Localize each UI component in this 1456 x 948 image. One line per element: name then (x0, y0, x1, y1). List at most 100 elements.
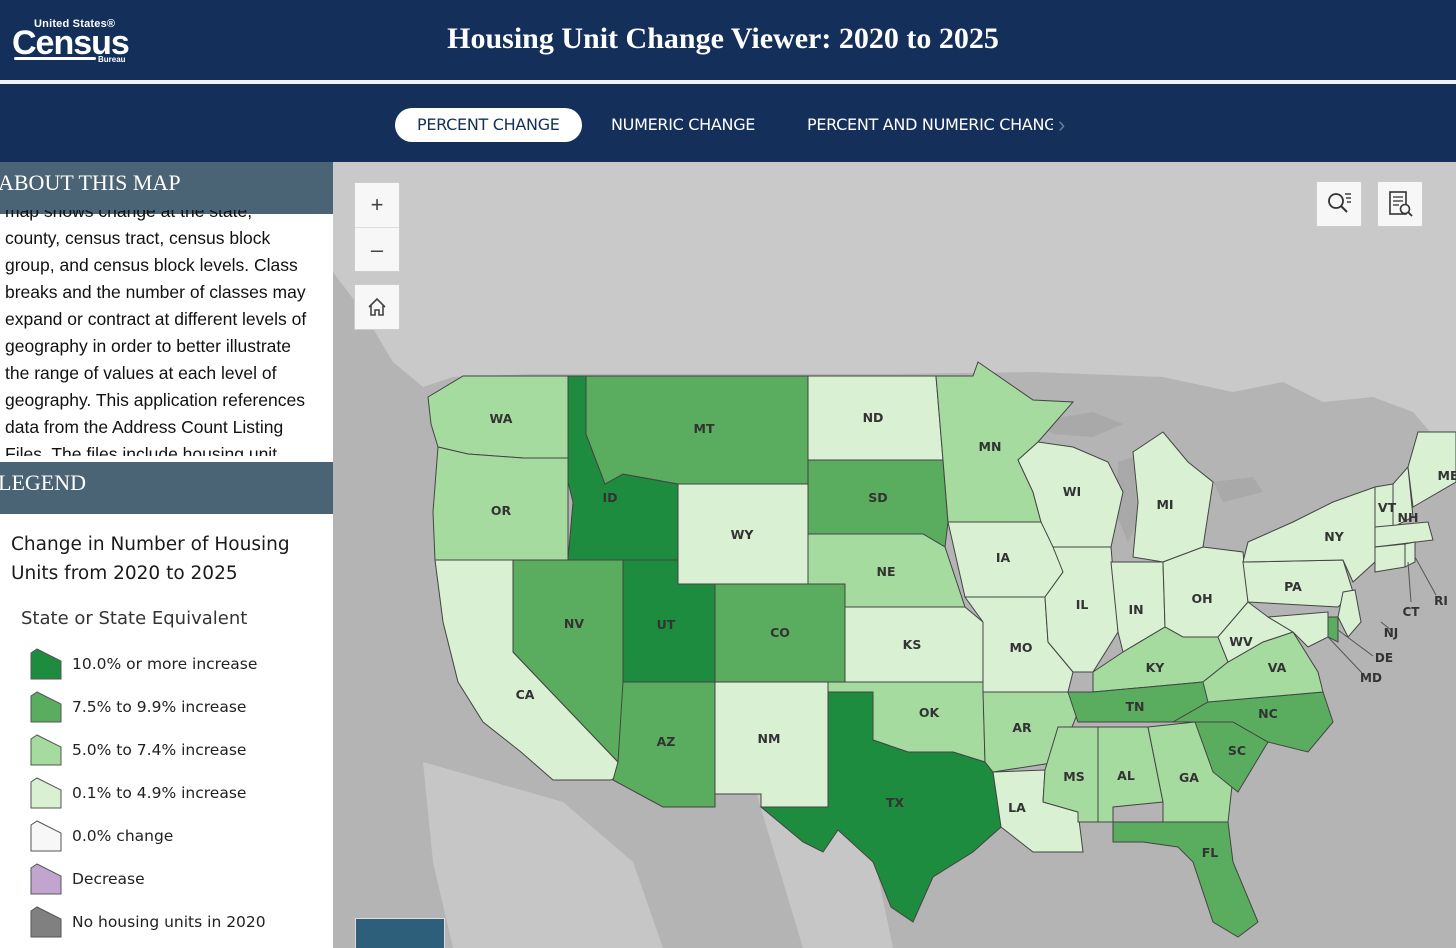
about-line: breaks and the number of classes may (5, 282, 306, 302)
legend-title-line: Change in Number of Housing (11, 534, 290, 555)
label-mt: MT (694, 421, 715, 436)
label-nd: ND (863, 410, 884, 425)
label-id: ID (602, 490, 617, 505)
label-az: AZ (657, 734, 676, 749)
label-ok: OK (919, 705, 941, 720)
document-search-icon (1389, 191, 1413, 217)
legend-swatch (30, 863, 62, 895)
label-ms: MS (1063, 769, 1084, 784)
page-title: Housing Unit Change Viewer: 2020 to 2025 (447, 22, 999, 55)
legend-title-line: Units from 2020 to 2025 (11, 563, 238, 584)
label-me: ME (1438, 468, 1456, 483)
search-layer-button[interactable] (1316, 181, 1362, 227)
label-nh: NH (1398, 510, 1419, 525)
query-document-button[interactable] (1377, 181, 1423, 227)
label-ks: KS (903, 637, 922, 652)
logo-text-census: Census (12, 24, 130, 62)
state-nh[interactable] (1392, 465, 1414, 528)
map-view[interactable]: WA OR CA ID NV MT WY UT AZ CO NM ND SD N… (333, 162, 1456, 948)
label-ia: IA (996, 550, 1011, 565)
label-in: IN (1128, 602, 1143, 617)
states (427, 361, 1456, 938)
label-co: CO (770, 625, 790, 640)
label-tn: TN (1126, 699, 1145, 714)
tab-numeric-change[interactable]: NUMERIC CHANGE (611, 115, 756, 134)
label-sc: SC (1228, 743, 1246, 758)
label-wa: WA (490, 411, 513, 426)
label-ky: KY (1146, 660, 1166, 675)
label-wv: WV (1229, 634, 1253, 649)
app-header: United States® Census Bureau Housing Uni… (0, 0, 1456, 80)
home-button[interactable] (354, 284, 400, 330)
label-pa: PA (1284, 579, 1302, 594)
about-line: expand or contract at different levels o… (5, 309, 307, 329)
home-icon (368, 297, 386, 316)
us-map[interactable]: WA OR CA ID NV MT WY UT AZ CO NM ND SD N… (333, 162, 1456, 948)
label-or: OR (491, 503, 512, 518)
legend-swatch (30, 691, 62, 723)
legend-swatch (30, 734, 62, 766)
about-line: county, census tract, census block (5, 228, 271, 248)
logo-swoosh (14, 57, 96, 60)
legend-label: 5.0% to 7.4% increase (72, 741, 247, 759)
state-nj[interactable] (1337, 589, 1362, 638)
state-ma[interactable] (1374, 521, 1434, 548)
state-fl[interactable] (1112, 821, 1259, 938)
state-md[interactable] (1266, 611, 1329, 648)
search-list-icon (1328, 193, 1351, 213)
label-nm: NM (758, 731, 781, 746)
state-ri[interactable] (1404, 541, 1416, 568)
about-line: geography. This application references (5, 390, 305, 410)
canada-land (333, 162, 1456, 462)
legend-swatch (30, 906, 62, 938)
about-line: Files. The files include housing unit (5, 444, 278, 456)
zoom-in-button[interactable]: + (355, 183, 399, 228)
label-ut: UT (657, 617, 676, 632)
about-panel-header[interactable]: ABOUT THIS MAP (0, 162, 333, 214)
legend-subtitle: State or State Equivalent (21, 608, 248, 629)
about-text[interactable]: map shows change at the state, county, c… (5, 210, 325, 456)
legend-swatch (30, 648, 62, 680)
tab-percent-and-numeric-change[interactable]: PERCENT AND NUMERIC CHANGE (807, 115, 1053, 134)
census-logo[interactable]: United States® Census Bureau (12, 18, 132, 68)
label-de: DE (1375, 651, 1393, 665)
label-ny: NY (1324, 529, 1344, 544)
legend-label: 0.0% change (72, 827, 174, 845)
label-ne: NE (876, 564, 895, 579)
label-la: LA (1008, 800, 1026, 815)
state-me[interactable] (1407, 431, 1456, 508)
label-mn: MN (979, 439, 1002, 454)
label-nv: NV (564, 616, 584, 631)
chevron-right-icon[interactable]: › (1058, 112, 1066, 137)
label-ga: GA (1179, 770, 1199, 785)
state-ct[interactable] (1374, 543, 1406, 573)
lake-erie (1213, 477, 1263, 502)
state-wi[interactable] (1017, 441, 1124, 548)
label-fl: FL (1202, 845, 1219, 860)
tab-percent-change[interactable]: PERCENT CHANGE (395, 108, 582, 142)
zoom-out-button[interactable]: – (370, 237, 384, 262)
state-tx[interactable] (759, 691, 1002, 923)
about-line: data from the Address Count Listing (5, 417, 284, 437)
label-wy: WY (731, 527, 755, 542)
label-vt: VT (1378, 500, 1397, 515)
legend-label: No housing units in 2020 (72, 913, 266, 931)
legend-swatch (30, 777, 62, 809)
logo-text-small: United States® (34, 18, 116, 30)
label-oh: OH (1191, 591, 1212, 606)
zoom-control: + – (354, 182, 400, 272)
about-line: the range of values at each level of (5, 363, 277, 383)
header-divider (0, 80, 1456, 84)
label-md: MD (1360, 671, 1382, 685)
about-line: map shows change at the state, (5, 210, 253, 221)
label-ct: CT (1403, 605, 1421, 619)
label-il: IL (1076, 597, 1089, 612)
legend-panel-header[interactable]: LEGEND (0, 462, 333, 514)
overview-map[interactable] (355, 918, 445, 948)
mexico-land (423, 762, 663, 948)
label-leaders (1327, 556, 1437, 675)
state-or[interactable] (432, 446, 569, 561)
label-sd: SD (868, 490, 887, 505)
label-al: AL (1117, 768, 1135, 783)
legend-label: 0.1% to 4.9% increase (72, 784, 247, 802)
